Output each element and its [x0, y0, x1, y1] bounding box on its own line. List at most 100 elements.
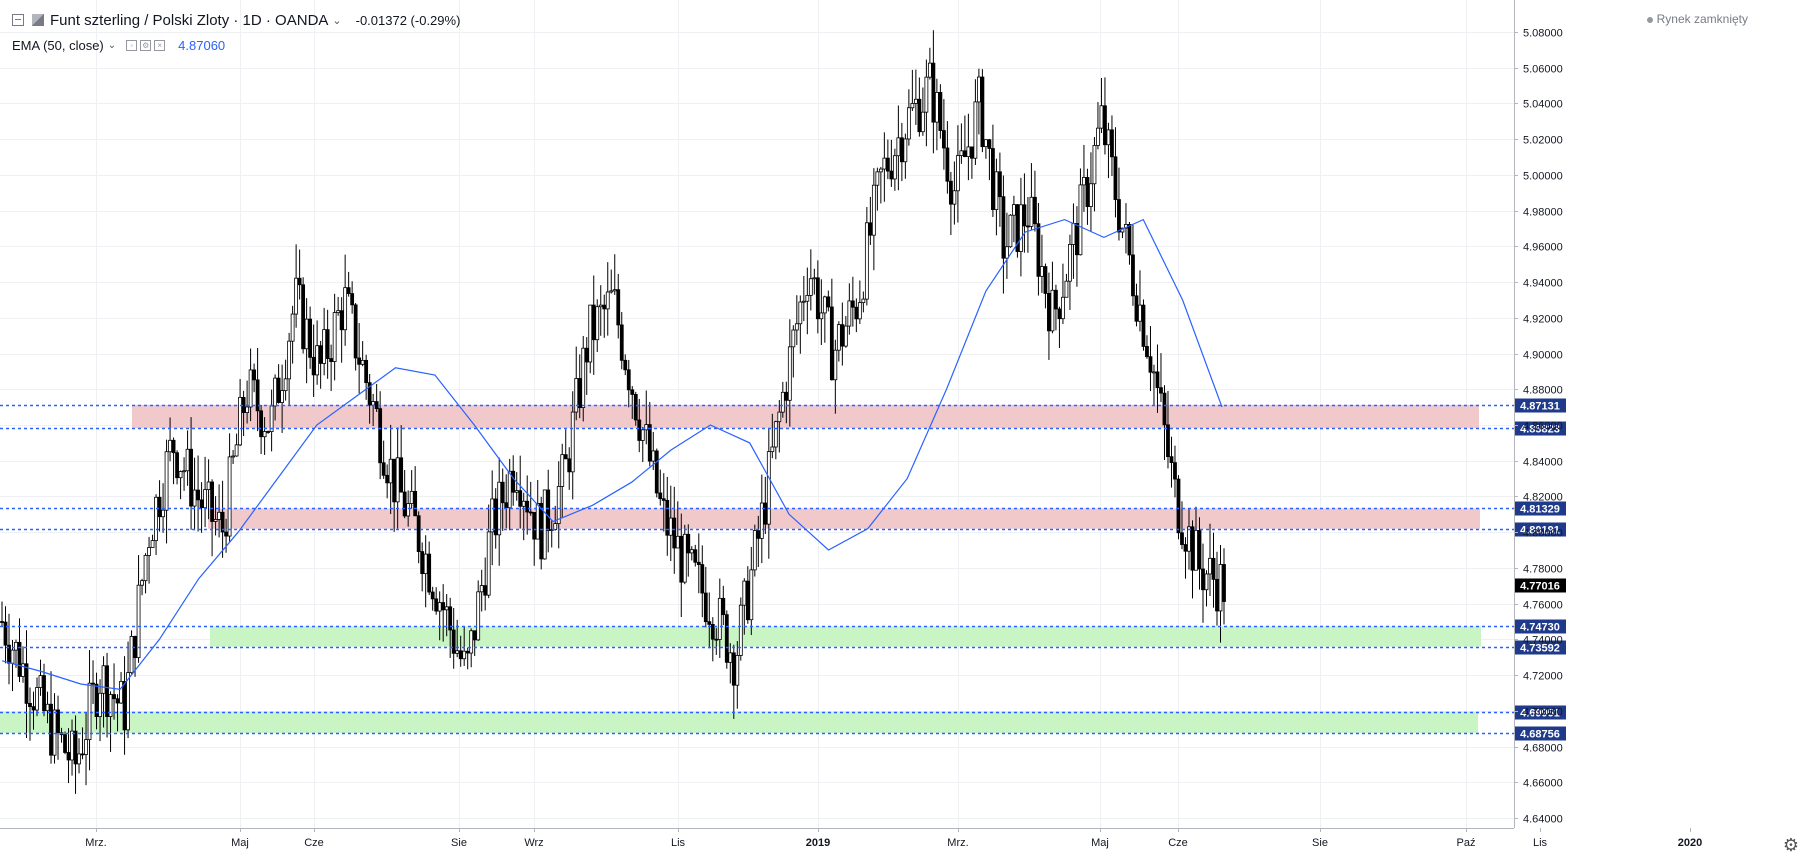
candle-body [721, 597, 726, 616]
candle-body [857, 302, 862, 320]
candle-body [644, 424, 649, 431]
candle-body [938, 91, 943, 131]
close-icon[interactable]: × [154, 39, 166, 51]
settings-icon[interactable]: ⚙ [140, 39, 152, 51]
candle-body [665, 500, 670, 536]
candle-body [311, 356, 316, 376]
candle-body [1162, 392, 1167, 426]
candle-body [889, 170, 894, 180]
chevron-down-icon[interactable]: ⌄ [332, 14, 342, 27]
candle-body [73, 730, 78, 765]
candle-body [413, 490, 418, 517]
candle-body [427, 553, 432, 593]
indicator-label[interactable]: EMA (50, close) [12, 37, 104, 53]
candle-body [297, 277, 302, 286]
candle-body [1033, 196, 1037, 225]
candle-body [563, 454, 568, 460]
candle-body [227, 456, 232, 537]
price-tick-label: 5.04000 [1523, 99, 1563, 111]
candle-body [259, 410, 264, 438]
price-tick-label: 4.68000 [1523, 743, 1563, 755]
indicator-value: 4.87060 [178, 37, 226, 53]
candle-body [367, 382, 372, 406]
candle-body [941, 130, 946, 149]
candle-body [868, 222, 873, 236]
candle-body [882, 157, 887, 170]
candle-body [514, 490, 519, 493]
candle-body [430, 591, 435, 600]
time-tick-label: Lis [1533, 837, 1548, 849]
candle-body [1082, 177, 1086, 186]
candle-body [1173, 462, 1177, 480]
candle-body [416, 515, 421, 552]
candle-body [525, 500, 530, 513]
time-tick-label: Paź [1457, 837, 1476, 849]
time-tick-label: Mrz. [85, 837, 106, 849]
candle-body [108, 694, 113, 717]
price-tick-label: 4.88000 [1523, 385, 1563, 397]
candle-body [651, 450, 656, 462]
candle-body [658, 492, 663, 500]
candle-body [1040, 266, 1044, 277]
candle-body [1096, 127, 1100, 146]
candle-body [679, 535, 684, 583]
level-label: 4.85823 [1520, 424, 1560, 436]
chevron-down-icon[interactable]: ⌄ [107, 39, 117, 51]
candle-body [861, 298, 866, 304]
collapse-icon[interactable] [12, 14, 24, 26]
candle-body [815, 277, 820, 320]
candle-body [308, 318, 313, 358]
symbol-title[interactable]: Funt szterling / Polski Zloty · 1D · OAN… [50, 11, 329, 29]
candle-body [906, 107, 911, 140]
gear-icon[interactable]: ⚙ [1782, 834, 1800, 855]
candle-body [1001, 196, 1006, 259]
candle-body [532, 512, 537, 540]
candle-body [192, 489, 197, 507]
candle-body [955, 155, 960, 192]
candle-body [423, 553, 428, 575]
time-axis[interactable]: Mrz. Maj Cze Sie Wrz Lis 2019 Mrz. Maj Cze Sie Paź L… [0, 828, 1702, 849]
candle-body [17, 641, 22, 677]
candle-body [1159, 387, 1163, 394]
price-axis[interactable]: 5.08000 5.06000 5.04000 5.02000 5.00000 4.980… [1514, 0, 1563, 828]
candle-body [122, 681, 127, 731]
candle-body [822, 296, 827, 314]
candle-body [619, 324, 624, 361]
candle-body [1117, 199, 1121, 233]
candle-body [1026, 225, 1030, 228]
candle-body [402, 491, 407, 517]
status-dot-icon [1646, 16, 1653, 23]
candle-body [220, 511, 225, 533]
candle-body [633, 394, 638, 421]
candle-body [1012, 204, 1016, 216]
price-zone [0, 711, 1478, 734]
candle-body [1218, 564, 1223, 612]
level-label: 4.81329 [1520, 504, 1560, 516]
candle-body [322, 329, 327, 364]
price-zone [132, 404, 1479, 429]
candle-body [1190, 526, 1195, 571]
candle-body [763, 502, 768, 525]
candle-body [700, 564, 705, 594]
candle-body [707, 621, 712, 625]
candle-body [143, 555, 148, 582]
candle-body [1061, 296, 1065, 320]
candle-body [1008, 214, 1013, 248]
candle-body [1127, 224, 1132, 256]
candle-body [161, 509, 165, 518]
candle-body [577, 378, 582, 408]
candle-body [49, 703, 53, 756]
candle-body [521, 500, 526, 507]
eye-icon[interactable]: ◦ [126, 39, 138, 51]
candle-body [45, 703, 50, 712]
candlestick-series [0, 30, 1226, 794]
candle-body [437, 602, 442, 612]
candle-body [808, 278, 813, 296]
candle-body [560, 454, 565, 487]
candle-body [850, 300, 855, 308]
candle-body [728, 652, 733, 663]
candle-body [350, 293, 355, 306]
level-label-bg [1515, 398, 1566, 413]
candle-body [406, 503, 411, 517]
